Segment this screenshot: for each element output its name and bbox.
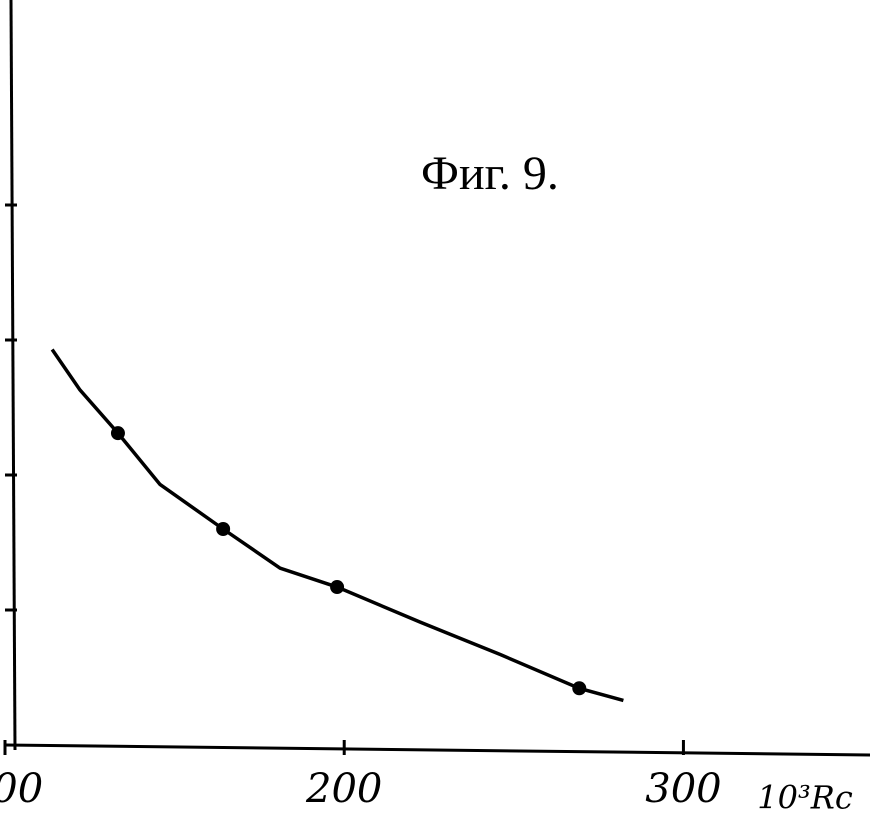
chart-title: Фиг. 9. [421,147,559,200]
data-point [110,426,125,441]
x-axis [4,743,870,757]
y-axis [9,0,17,751]
x-tick-label: 200 [305,766,382,812]
x-tick-label: 300 [645,766,721,812]
x-axis-label: 10³Rc [757,779,853,817]
data-point [572,681,587,696]
fit-curve [50,348,624,703]
x-tick-label: 100 [0,766,43,812]
data-point [330,580,345,595]
data-point [216,522,231,536]
